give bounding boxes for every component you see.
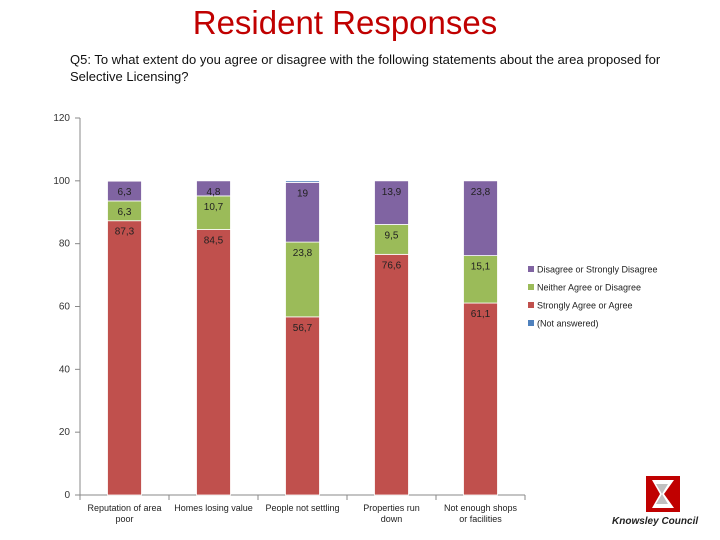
x-tick-label: Not enough shops (444, 503, 518, 513)
bar-segment (107, 220, 142, 496)
bar-segment (285, 182, 320, 243)
bar-segment (374, 180, 409, 225)
data-label: 76,6 (382, 260, 402, 271)
bar-segment (285, 180, 320, 183)
bar-segment (463, 302, 498, 496)
bar-segment (196, 195, 231, 230)
bar-segment (285, 316, 320, 496)
council-logo-icon (646, 476, 680, 512)
data-label: 6,3 (118, 187, 132, 198)
legend-swatch (528, 266, 534, 272)
council-logo-text: Knowsley Council (612, 516, 699, 527)
data-label: 15,1 (471, 262, 491, 273)
legend-swatch (528, 320, 534, 326)
x-tick-label: Homes losing value (174, 503, 253, 513)
y-tick-label: 120 (53, 113, 70, 124)
data-label: 87,3 (115, 227, 135, 238)
legend-label: Disagree or Strongly Disagree (537, 265, 658, 275)
bar-segment (196, 180, 231, 197)
legend-swatch (528, 302, 534, 308)
y-tick-label: 60 (59, 302, 71, 313)
y-tick-label: 80 (59, 239, 71, 250)
data-label: 84,5 (204, 236, 224, 247)
data-label: 9,5 (385, 231, 399, 242)
bar-segment (196, 229, 231, 496)
bar-segment (374, 253, 409, 496)
data-label: 23,8 (471, 187, 491, 198)
page-title: Resident Responses (192, 4, 498, 41)
y-tick-label: 40 (59, 364, 71, 375)
bar-segment (374, 224, 409, 255)
data-label: 19 (297, 188, 309, 199)
data-label: 6,3 (118, 207, 132, 218)
bar-segment (463, 180, 498, 257)
legend-label: Neither Agree or Disagree (537, 283, 641, 293)
data-label: 23,8 (293, 248, 313, 259)
question-text: Q5: To what extent do you agree or disag… (70, 52, 661, 84)
bar-segment (463, 255, 498, 304)
data-label: 4,8 (207, 187, 221, 198)
x-tick-label: down (381, 514, 403, 524)
data-label: 56,7 (293, 323, 313, 334)
y-tick-label: 100 (53, 176, 70, 187)
data-label: 61,1 (471, 309, 491, 320)
data-label: 10,7 (204, 202, 224, 213)
x-tick-label: poor (115, 514, 133, 524)
bar-segment (107, 180, 142, 202)
x-tick-label: Reputation of area (87, 503, 161, 513)
legend-label: (Not answered) (537, 319, 599, 329)
x-tick-label: or facilities (459, 514, 502, 524)
x-tick-label: Properties run (363, 503, 420, 513)
legend-label: Strongly Agree or Agree (537, 301, 633, 311)
y-tick-label: 0 (64, 490, 70, 501)
legend-swatch (528, 284, 534, 290)
y-tick-label: 20 (59, 427, 71, 438)
bar-segment (285, 241, 320, 318)
council-logo: Knowsley Council (612, 476, 712, 532)
data-label: 13,9 (382, 187, 402, 198)
x-tick-label: People not settling (265, 503, 339, 513)
